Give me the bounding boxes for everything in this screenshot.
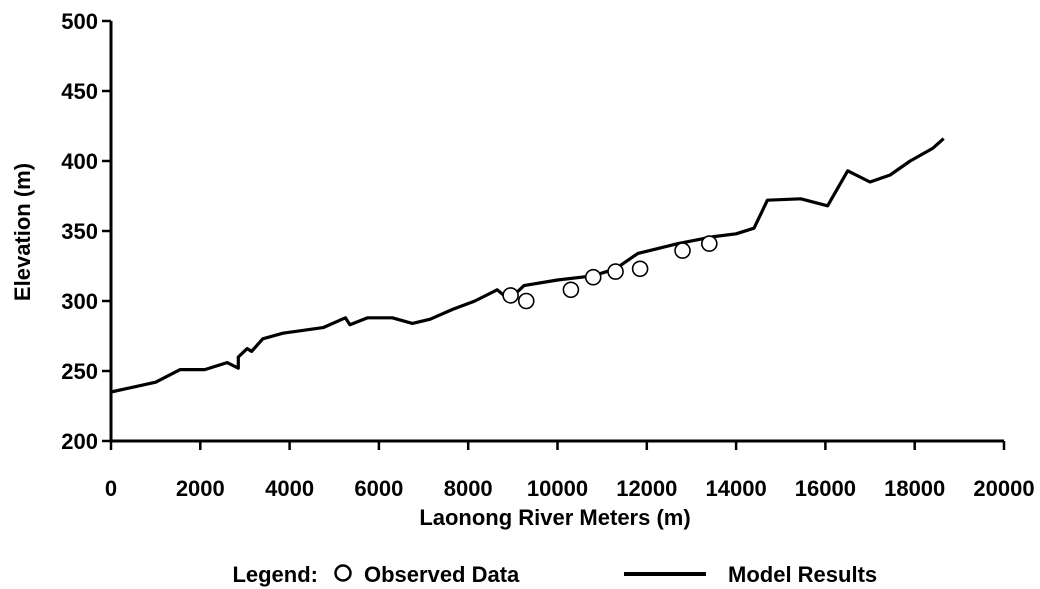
observed-data-point [584,268,602,286]
x-tick-label: 16000 [795,476,856,501]
x-axis-title: Laonong River Meters (m) [419,505,690,530]
x-tick-label: 0 [105,476,117,501]
x-tick-label: 18000 [884,476,945,501]
y-tick-label: 400 [61,149,98,174]
x-tick-label: 2000 [176,476,225,501]
x-tick-label: 8000 [444,476,493,501]
y-ticks: 200 250 300 350 400 450 500 [61,9,111,454]
x-tick-label: 6000 [354,476,403,501]
x-tick-label: 12000 [616,476,677,501]
y-tick-label: 350 [61,219,98,244]
y-axis-title: Elevation (m) [10,163,35,301]
y-tick-label: 200 [61,429,98,454]
x-tick-label: 4000 [265,476,314,501]
y-tick-label: 300 [61,289,98,314]
observed-data-point [517,292,535,310]
legend-prefix: Legend: [232,562,318,587]
observed-data-point [631,260,649,278]
x-tick-label: 14000 [706,476,767,501]
legend-model-label: Model Results [728,562,877,587]
x-tick-label: 10000 [527,476,588,501]
legend-observed-marker [334,564,352,582]
x-ticks: 0 2000 4000 6000 8000 10000 12000 14000 16000 180… [105,441,1035,501]
y-tick-label: 500 [61,9,98,34]
observed-data-point [562,281,580,299]
legend: Legend: Observed Data Model Results [232,562,877,587]
observed-data-point [607,263,624,280]
legend-observed-label: Observed Data [364,562,520,587]
plot-area: 200 250 300 350 400 450 500 0 2000 4000 6000 8000 1… [61,9,1034,501]
y-tick-label: 250 [61,359,98,384]
observed-data-point [674,242,691,259]
observed-data-point [502,287,519,304]
model-results-line [110,137,945,394]
x-tick-label: 20000 [973,476,1034,501]
observed-data-point [701,235,718,252]
y-tick-label: 450 [61,79,98,104]
series-layer [110,137,945,394]
